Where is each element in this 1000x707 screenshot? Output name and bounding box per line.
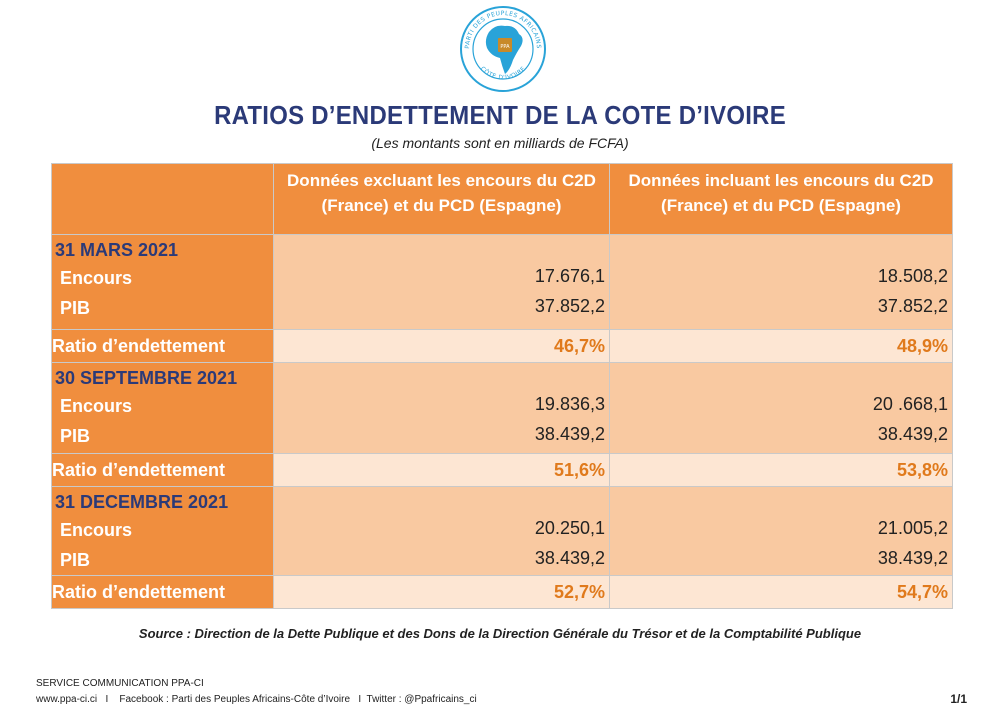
pib-value: 38.439,2 bbox=[877, 424, 948, 444]
values-cell-excluding: 17.676,1 37.852,2 bbox=[273, 234, 610, 330]
table-header-row: Données excluant les encours du C2D (Fra… bbox=[51, 163, 953, 235]
period-row: 31 DECEMBRE 2021 Encours PIB 20.250,1 38… bbox=[51, 486, 953, 576]
pib-value: 38.439,2 bbox=[877, 548, 948, 568]
pib-label: PIB bbox=[60, 550, 91, 570]
period-label-cell: 31 MARS 2021 Encours PIB bbox=[51, 234, 274, 330]
period-label-cell: 30 SEPTEMBRE 2021 Encours PIB bbox=[51, 362, 274, 454]
period-row: 31 MARS 2021 Encours PIB 17.676,1 37.852… bbox=[51, 234, 953, 330]
debt-ratio-table: Données excluant les encours du C2D (Fra… bbox=[51, 163, 953, 609]
header-empty-cell bbox=[51, 163, 274, 235]
encours-value: 17.676,1 bbox=[534, 266, 605, 286]
ratio-value-including: 53,8% bbox=[609, 453, 953, 487]
period-title: 31 DECEMBRE 2021 bbox=[55, 492, 229, 512]
ratio-value-excluding: 51,6% bbox=[273, 453, 610, 487]
values-cell-including: 21.005,2 38.439,2 bbox=[609, 486, 953, 576]
ratio-label: Ratio d’endettement bbox=[51, 575, 274, 609]
page-subtitle: (Les montants sont en milliards de FCFA) bbox=[371, 135, 629, 151]
ratio-row: Ratio d’endettement 51,6% 53,8% bbox=[51, 453, 953, 487]
ppa-ci-logo: PPA PARTI DES PEUPLES AFRICAINS CÔTE D'I… bbox=[460, 6, 546, 92]
encours-label: Encours bbox=[60, 520, 133, 540]
ratio-row: Ratio d’endettement 46,7% 48,9% bbox=[51, 329, 953, 363]
page-title: RATIOS D’ENDETTEMENT DE LA COTE D’IVOIRE bbox=[214, 100, 786, 130]
pib-label: PIB bbox=[60, 426, 91, 446]
pib-value: 38.439,2 bbox=[534, 424, 605, 444]
logo-center-text: PPA bbox=[500, 44, 510, 50]
footer-contact-line: www.ppa-ci.ci I Facebook : Parti des Peu… bbox=[36, 694, 477, 705]
ratio-value-excluding: 52,7% bbox=[273, 575, 610, 609]
header-col-excluding: Données excluant les encours du C2D (Fra… bbox=[273, 163, 610, 235]
encours-value: 19.836,3 bbox=[534, 394, 605, 414]
ratio-label: Ratio d’endettement bbox=[51, 329, 274, 363]
ratio-value-including: 54,7% bbox=[609, 575, 953, 609]
pib-value: 37.852,2 bbox=[534, 296, 605, 316]
encours-value: 20 .668,1 bbox=[872, 394, 948, 414]
values-cell-including: 18.508,2 37.852,2 bbox=[609, 234, 953, 330]
period-row: 30 SEPTEMBRE 2021 Encours PIB 19.836,3 3… bbox=[51, 362, 953, 454]
page-number: 1/1 bbox=[950, 692, 967, 706]
encours-label: Encours bbox=[60, 268, 133, 288]
ratio-label: Ratio d’endettement bbox=[51, 453, 274, 487]
footer-service-line: SERVICE COMMUNICATION PPA-CI bbox=[36, 678, 204, 689]
period-title: 30 SEPTEMBRE 2021 bbox=[55, 368, 238, 388]
ratio-value-excluding: 46,7% bbox=[273, 329, 610, 363]
source-note: Source : Direction de la Dette Publique … bbox=[138, 626, 862, 641]
ratio-value-including: 48,9% bbox=[609, 329, 953, 363]
pib-label: PIB bbox=[60, 298, 91, 318]
encours-value: 21.005,2 bbox=[877, 518, 948, 538]
period-label-cell: 31 DECEMBRE 2021 Encours PIB bbox=[51, 486, 274, 576]
values-cell-excluding: 20.250,1 38.439,2 bbox=[273, 486, 610, 576]
period-title: 31 MARS 2021 bbox=[55, 240, 179, 260]
values-cell-excluding: 19.836,3 38.439,2 bbox=[273, 362, 610, 454]
encours-label: Encours bbox=[60, 396, 133, 416]
ratio-row: Ratio d’endettement 52,7% 54,7% bbox=[51, 575, 953, 609]
encours-value: 18.508,2 bbox=[877, 266, 948, 286]
pib-value: 38.439,2 bbox=[534, 548, 605, 568]
values-cell-including: 20 .668,1 38.439,2 bbox=[609, 362, 953, 454]
header-col-including: Données incluant les encours du C2D (Fra… bbox=[609, 163, 953, 235]
pib-value: 37.852,2 bbox=[877, 296, 948, 316]
encours-value: 20.250,1 bbox=[534, 518, 605, 538]
